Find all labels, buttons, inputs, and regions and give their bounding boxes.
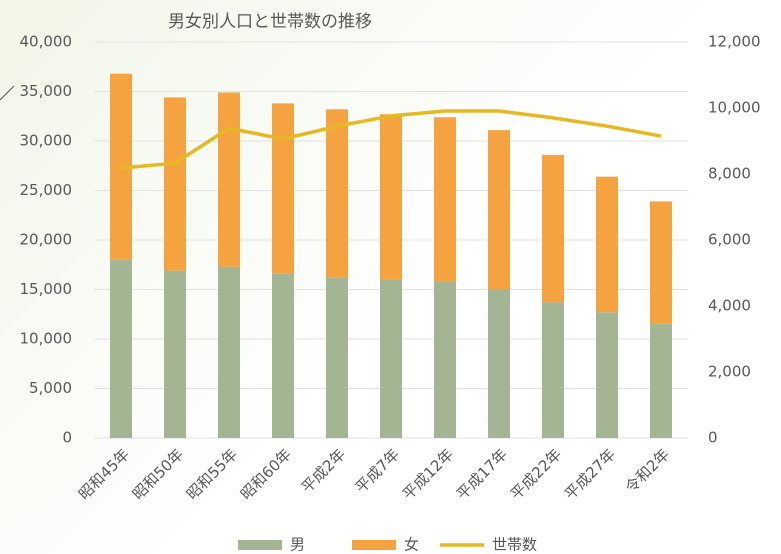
- bar: [542, 302, 564, 438]
- legend-swatch: [238, 540, 282, 550]
- y-tick-label: 30,000: [20, 132, 73, 150]
- bar: [164, 97, 186, 271]
- line: [120, 109, 662, 170]
- y2-tick-label: 8,000: [708, 165, 751, 183]
- y-tick-label: 35,000: [20, 82, 73, 100]
- x-tick-label: 平成27年: [561, 445, 619, 503]
- y2-tick-label: 2,000: [708, 363, 751, 381]
- x-tick-label: 令和2年: [622, 445, 673, 496]
- bar: [434, 117, 456, 282]
- y-tick-label: 25,000: [20, 181, 73, 199]
- bar: [488, 289, 510, 438]
- y-tick-label: 40,000: [20, 33, 73, 51]
- bar: [542, 154, 564, 303]
- x-tick-label: 平成2年: [298, 445, 349, 496]
- bar: [272, 273, 294, 438]
- x-tick-label: 昭和50年: [129, 445, 187, 503]
- x-tick-label: 平成7年: [352, 445, 403, 496]
- y2-tick-label: 12,000: [708, 33, 761, 51]
- y2-tick-label: 10,000: [708, 99, 761, 117]
- x-tick-label: 昭和55年: [183, 445, 241, 503]
- y2-tick-label: 0: [708, 429, 718, 447]
- legend-label: 女: [404, 536, 419, 554]
- bar: [326, 109, 348, 278]
- bar: [488, 130, 510, 290]
- bar: [650, 201, 672, 324]
- bar: [596, 176, 618, 313]
- bar: [650, 323, 672, 438]
- legend-label: 世帯数: [492, 536, 537, 554]
- y-tick-label: 0: [62, 429, 72, 447]
- bar: [164, 270, 186, 438]
- bar: [434, 281, 456, 438]
- y2-tick-label: 6,000: [708, 231, 751, 249]
- chart-title: 男女別人口と世帯数の推移: [168, 12, 372, 32]
- bar: [272, 103, 294, 274]
- bar: [218, 266, 240, 438]
- bar: [110, 259, 132, 438]
- y-tick-label: 10,000: [20, 330, 73, 348]
- bar: [218, 92, 240, 267]
- legend-swatch: [352, 540, 396, 550]
- bar: [326, 277, 348, 438]
- y-tick-label: 15,000: [20, 280, 73, 298]
- decor-line: [0, 85, 15, 101]
- bar: [380, 279, 402, 438]
- legend-label: 男: [290, 536, 305, 554]
- x-tick-label: 平成12年: [399, 445, 457, 503]
- y-tick-label: 20,000: [20, 231, 73, 249]
- y2-tick-label: 4,000: [708, 297, 751, 315]
- x-tick-label: 昭和60年: [237, 445, 295, 503]
- y-tick-label: 5,000: [29, 379, 72, 397]
- bar: [380, 114, 402, 280]
- x-tick-label: 平成22年: [507, 445, 565, 503]
- x-tick-label: 平成17年: [453, 445, 511, 503]
- x-tick-label: 昭和45年: [75, 445, 133, 503]
- bar: [596, 312, 618, 438]
